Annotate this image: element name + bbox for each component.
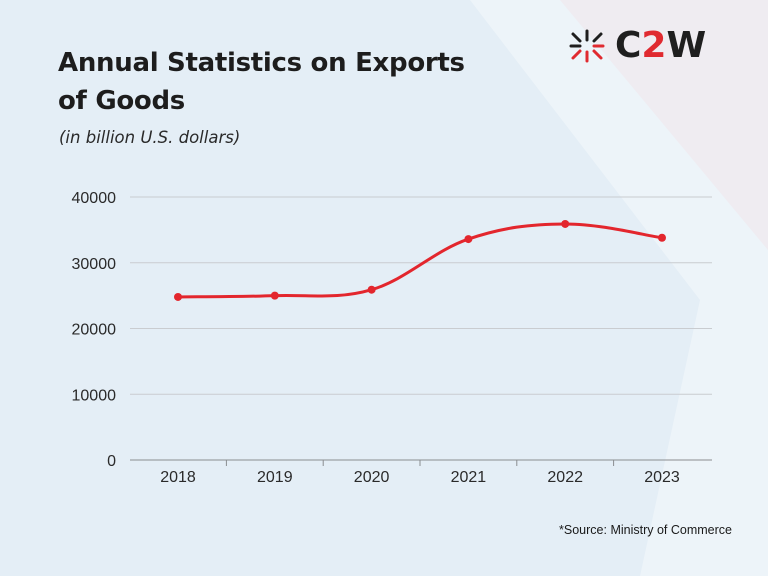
x-tick-label: 2021 bbox=[451, 469, 487, 486]
y-tick-label: 0 bbox=[107, 453, 116, 470]
data-point bbox=[174, 292, 182, 301]
x-tick-label: 2020 bbox=[354, 469, 390, 486]
data-point bbox=[658, 233, 666, 242]
data-point bbox=[561, 219, 570, 228]
data-point bbox=[270, 291, 279, 300]
x-tick-label: 2019 bbox=[257, 469, 293, 486]
logo-wordmark: C2W bbox=[615, 25, 707, 66]
y-tick-label: 40000 bbox=[72, 190, 117, 207]
x-tick-label: 2023 bbox=[644, 469, 680, 486]
source-note: *Source: Ministry of Commerce bbox=[559, 523, 732, 537]
series-line bbox=[176, 222, 664, 299]
y-tick-label: 20000 bbox=[72, 322, 117, 339]
x-tick-label: 2022 bbox=[547, 469, 583, 486]
brand-logo: C2W bbox=[567, 26, 706, 66]
y-tick-label: 30000 bbox=[72, 256, 117, 273]
data-point bbox=[367, 285, 376, 294]
chart-subtitle: (in billion U.S. dollars) bbox=[59, 128, 241, 147]
data-point bbox=[464, 235, 473, 244]
y-tick-label: 10000 bbox=[72, 387, 117, 404]
chart-title: Annual Statistics on Exports of Goods bbox=[58, 48, 465, 116]
starburst-logo-icon bbox=[569, 29, 605, 63]
x-tick-label: 2018 bbox=[160, 469, 196, 486]
